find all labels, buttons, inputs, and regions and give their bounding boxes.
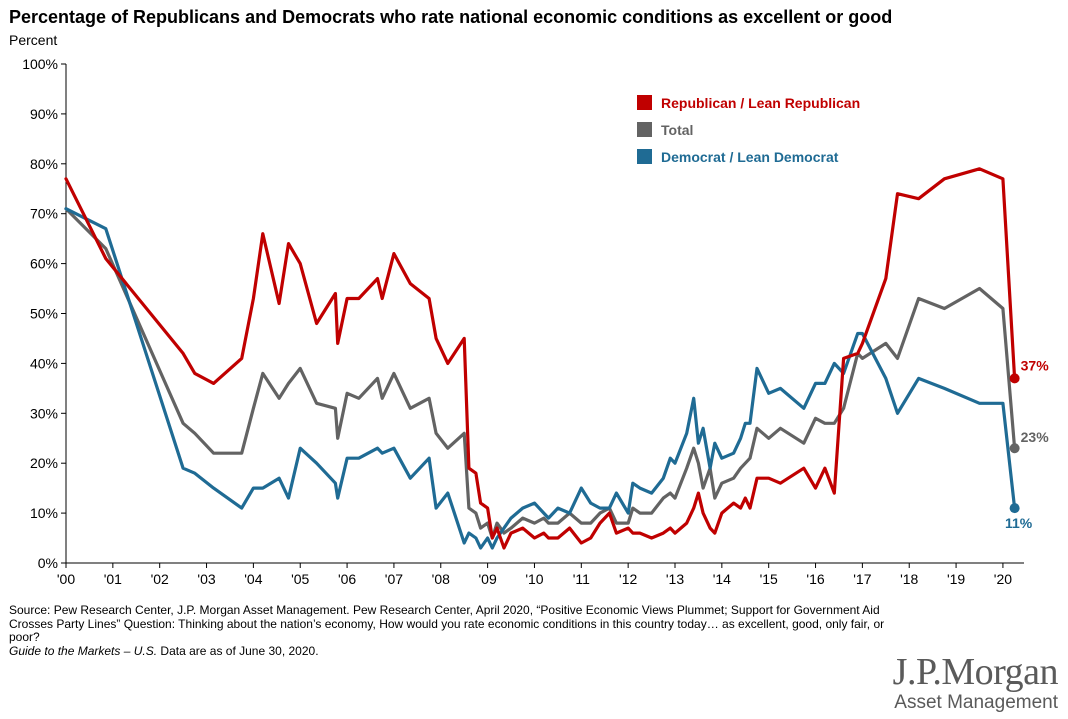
data-as-of: Data are as of June 30, 2020.	[157, 643, 319, 658]
y-tick-label: 80%	[30, 156, 58, 172]
jpmorgan-logo: J.P.Morgan Asset Management	[892, 651, 1059, 714]
y-tick-label: 90%	[30, 106, 58, 122]
x-tick-label: '10	[525, 571, 543, 587]
y-tick-label: 70%	[30, 206, 58, 222]
legend-label: Democrat / Lean Democrat	[661, 149, 839, 165]
footnote: Source: Pew Research Center, J.P. Morgan…	[9, 603, 889, 659]
y-tick-label: 50%	[30, 306, 58, 322]
end-marker-total	[1009, 443, 1020, 454]
x-tick-label: '04	[244, 571, 262, 587]
y-tick-label: 0%	[38, 555, 58, 571]
x-tick-label: '15	[760, 571, 778, 587]
end-label-democrat-lean-democrat: 11%	[1005, 515, 1033, 531]
end-labels: 37% 23% 11%	[1005, 357, 1049, 531]
x-tick-label: '20	[994, 571, 1012, 587]
y-tick-label: 40%	[30, 355, 58, 371]
series-line-total	[64, 207, 1017, 540]
line-chart: 0% 10% 20% 30% 40% 50% 60% 70% 80% 90% 100% '00 '01 '…	[22, 56, 1049, 587]
x-tick-label: '14	[713, 571, 731, 587]
legend: Republican / Lean Republican Total Democra…	[637, 95, 860, 165]
x-tick-label: '18	[900, 571, 918, 587]
x-tick-label: '16	[806, 571, 824, 587]
x-tick-label: '01	[104, 571, 122, 587]
source-note: Source: Pew Research Center, J.P. Morgan…	[9, 603, 885, 644]
end-label-total: 23%	[1021, 429, 1050, 445]
series-line-republican-lean-republican	[64, 167, 1017, 550]
legend-swatch	[637, 122, 652, 137]
legend-swatch	[637, 149, 652, 164]
y-tick-label: 60%	[30, 256, 58, 272]
x-tick-label: '17	[853, 571, 871, 587]
end-marker-democrat-lean-democrat	[1009, 503, 1020, 514]
logo-subtitle: Asset Management	[894, 692, 1058, 713]
legend-label: Total	[661, 122, 693, 138]
y-axis-unit-label: Percent	[9, 32, 58, 48]
x-tick-label: '12	[619, 571, 637, 587]
x-tick-label: '02	[151, 571, 169, 587]
end-marker-republican-lean-republican	[1009, 373, 1020, 384]
y-tick-label: 30%	[30, 405, 58, 421]
legend-swatch	[637, 95, 652, 110]
x-tick-label: '07	[385, 571, 403, 587]
x-tick-label: '05	[291, 571, 309, 587]
y-tick-label: 10%	[30, 505, 58, 521]
x-tick-label: '11	[573, 571, 590, 587]
x-tick-label: '13	[666, 571, 684, 587]
series-layer	[64, 167, 1017, 550]
y-tick-label: 20%	[30, 455, 58, 471]
chart-title: Percentage of Republicans and Democrats …	[9, 7, 893, 27]
legend-label: Republican / Lean Republican	[661, 95, 860, 111]
end-label-republican-lean-republican: 37%	[1021, 357, 1050, 373]
series-line-democrat-lean-democrat	[64, 207, 1017, 550]
x-tick-label: '03	[197, 571, 215, 587]
x-tick-label: '08	[432, 571, 450, 587]
axes: 0% 10% 20% 30% 40% 50% 60% 70% 80% 90% 100% '00 '01 '…	[22, 56, 1024, 587]
x-tick-label: '19	[947, 571, 965, 587]
y-tick-label: 100%	[22, 56, 58, 72]
x-tick-label: '09	[478, 571, 496, 587]
guide-title: Guide to the Markets – U.S.	[9, 643, 158, 658]
x-tick-label: '06	[338, 571, 356, 587]
date-note: Guide to the Markets – U.S. Data are as …	[9, 643, 889, 659]
x-tick-label: '00	[57, 571, 75, 587]
logo-name: J.P.Morgan	[892, 651, 1059, 693]
